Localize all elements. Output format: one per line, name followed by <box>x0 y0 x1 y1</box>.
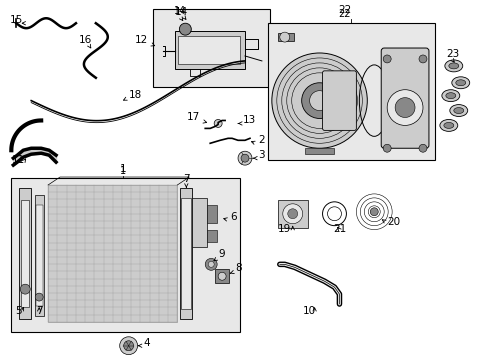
Text: 8: 8 <box>235 263 241 273</box>
Text: 1: 1 <box>119 164 126 174</box>
Circle shape <box>35 293 43 301</box>
Text: 3: 3 <box>257 150 264 160</box>
Circle shape <box>123 341 133 351</box>
Ellipse shape <box>455 80 465 86</box>
Circle shape <box>20 284 30 294</box>
Circle shape <box>214 120 222 127</box>
Text: 1: 1 <box>120 166 125 176</box>
Ellipse shape <box>448 63 458 69</box>
Text: 17: 17 <box>186 112 200 122</box>
Bar <box>192 198 207 247</box>
Text: 11: 11 <box>11 155 24 165</box>
Bar <box>180 188 192 319</box>
Circle shape <box>120 337 137 355</box>
Circle shape <box>218 272 225 280</box>
Ellipse shape <box>451 77 469 89</box>
Text: 6: 6 <box>230 212 236 222</box>
Text: 22: 22 <box>337 5 350 15</box>
Ellipse shape <box>453 108 463 113</box>
Circle shape <box>282 204 302 224</box>
Circle shape <box>369 208 377 216</box>
Ellipse shape <box>439 120 457 131</box>
Circle shape <box>287 209 297 219</box>
Circle shape <box>383 55 390 63</box>
Circle shape <box>208 261 214 267</box>
Bar <box>21 200 29 307</box>
FancyBboxPatch shape <box>322 71 356 130</box>
Text: 15: 15 <box>9 15 22 25</box>
Circle shape <box>301 83 337 118</box>
Circle shape <box>205 258 217 270</box>
Bar <box>178 36 240 64</box>
Circle shape <box>271 53 366 148</box>
Text: 19: 19 <box>278 224 291 234</box>
Bar <box>277 33 293 41</box>
Ellipse shape <box>443 122 453 129</box>
Text: 12: 12 <box>135 35 148 45</box>
Ellipse shape <box>444 60 462 72</box>
Text: 14: 14 <box>174 6 186 16</box>
Text: 20: 20 <box>386 217 400 227</box>
Circle shape <box>279 32 289 42</box>
Text: 7: 7 <box>183 174 189 184</box>
Circle shape <box>238 151 251 165</box>
Bar <box>207 230 217 242</box>
Bar <box>36 205 43 306</box>
Circle shape <box>383 144 390 152</box>
Text: 5: 5 <box>15 306 21 316</box>
Bar <box>48 185 177 322</box>
Bar <box>35 195 44 316</box>
Text: 4: 4 <box>143 338 150 348</box>
Text: 22: 22 <box>338 9 350 19</box>
Circle shape <box>241 154 248 162</box>
Text: 16: 16 <box>79 35 92 45</box>
Bar <box>267 23 434 160</box>
Circle shape <box>309 91 329 111</box>
Bar <box>152 9 269 87</box>
Text: 14: 14 <box>174 7 187 17</box>
Circle shape <box>386 90 422 125</box>
Text: 7: 7 <box>36 306 42 316</box>
Text: 13: 13 <box>243 116 256 125</box>
Text: 10: 10 <box>303 306 316 316</box>
Text: 21: 21 <box>332 224 346 234</box>
Text: 18: 18 <box>128 90 142 100</box>
Circle shape <box>179 23 191 35</box>
Bar <box>277 200 307 228</box>
Bar <box>207 205 217 223</box>
Circle shape <box>418 55 426 63</box>
Circle shape <box>394 98 414 117</box>
Circle shape <box>418 144 426 152</box>
Ellipse shape <box>441 90 459 102</box>
FancyBboxPatch shape <box>381 48 428 148</box>
Bar <box>304 148 334 154</box>
Text: 9: 9 <box>218 249 224 260</box>
Bar <box>215 269 228 283</box>
Ellipse shape <box>445 93 455 99</box>
Text: 2: 2 <box>257 135 264 145</box>
Ellipse shape <box>449 105 467 117</box>
Bar <box>181 198 191 309</box>
Text: 23: 23 <box>445 49 458 59</box>
Bar <box>19 188 31 319</box>
Bar <box>11 178 240 332</box>
Bar <box>175 31 244 69</box>
